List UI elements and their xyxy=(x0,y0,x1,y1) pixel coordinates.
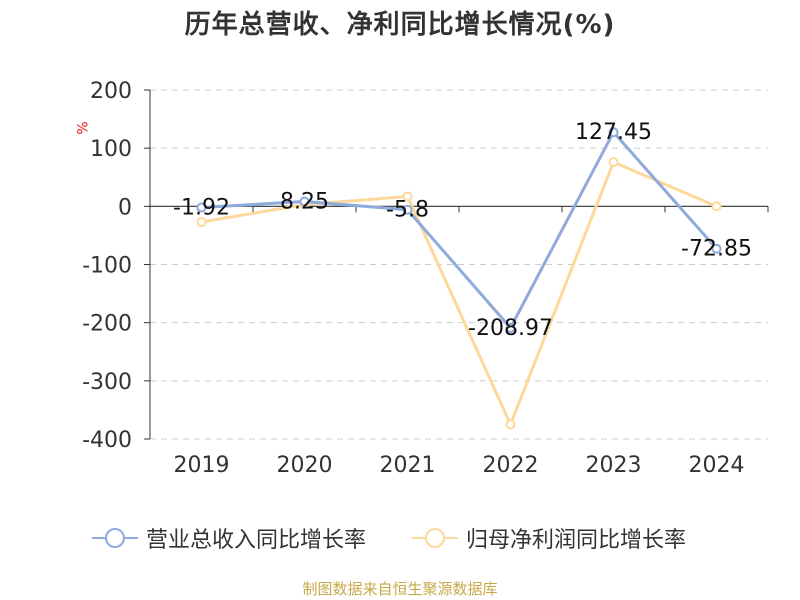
data-labels: -1.92 8.25 -5.8 -208.97 127.45 -72.85 xyxy=(173,120,752,341)
series-point-0 xyxy=(505,322,516,333)
y-tick-label: -400 xyxy=(82,428,132,453)
series-point-0 xyxy=(402,204,413,215)
data-label: -5.8 xyxy=(386,198,429,223)
series-line-1 xyxy=(201,160,718,426)
series-point-1 xyxy=(505,419,516,430)
data-label: 127.45 xyxy=(575,120,652,145)
legend: 营业总收入同比增长率 归母净利润同比增长率 xyxy=(0,518,800,558)
x-tick-label: 2024 xyxy=(689,453,745,478)
legend-item-profit[interactable]: 归母净利润同比增长率 xyxy=(412,518,686,558)
series-point-0 xyxy=(608,127,619,138)
chart-title: 历年总营收、净利同比增长情况(%) xyxy=(184,10,616,40)
grid-lines xyxy=(150,89,768,440)
data-label: -72.85 xyxy=(681,237,752,262)
axes: 200 100 0 -100 -200 -300 -400 2019 2020 2021 2022 2… xyxy=(82,79,769,478)
data-label: -1.92 xyxy=(173,195,230,220)
legend-line-marker-revenue xyxy=(92,528,138,548)
y-tick-label: -300 xyxy=(82,370,132,395)
series-point-1 xyxy=(608,157,619,168)
series-point-1 xyxy=(711,201,722,212)
x-tick-label: 2023 xyxy=(586,453,642,478)
y-tick-label: 200 xyxy=(90,79,132,104)
x-tick-label: 2019 xyxy=(174,453,230,478)
data-label: -208.97 xyxy=(468,316,553,341)
series-point-0 xyxy=(711,243,722,254)
y-tick-label: 0 xyxy=(118,195,132,220)
legend-label-profit: 归母净利润同比增长率 xyxy=(466,528,687,553)
x-tick-label: 2021 xyxy=(380,453,436,478)
y-tick-label: -100 xyxy=(82,254,132,279)
legend-line-marker-profit xyxy=(412,528,458,548)
series-point-0 xyxy=(196,202,207,213)
series-line-0 xyxy=(201,130,718,330)
series-point-1 xyxy=(196,217,207,228)
y-tick-label: -200 xyxy=(82,312,132,337)
source-note: 制图数据来自恒生聚源数据库 xyxy=(302,580,498,598)
y-tick-label: 100 xyxy=(90,137,132,162)
data-label: 8.25 xyxy=(280,190,329,215)
x-tick-label: 2022 xyxy=(483,453,539,478)
x-tick-label: 2020 xyxy=(277,453,333,478)
series-lines xyxy=(196,127,722,430)
series-point-1 xyxy=(402,191,413,202)
series-point-0 xyxy=(299,196,310,207)
legend-item-revenue[interactable]: 营业总收入同比增长率 xyxy=(92,518,366,558)
legend-label-revenue: 营业总收入同比增长率 xyxy=(146,528,367,553)
